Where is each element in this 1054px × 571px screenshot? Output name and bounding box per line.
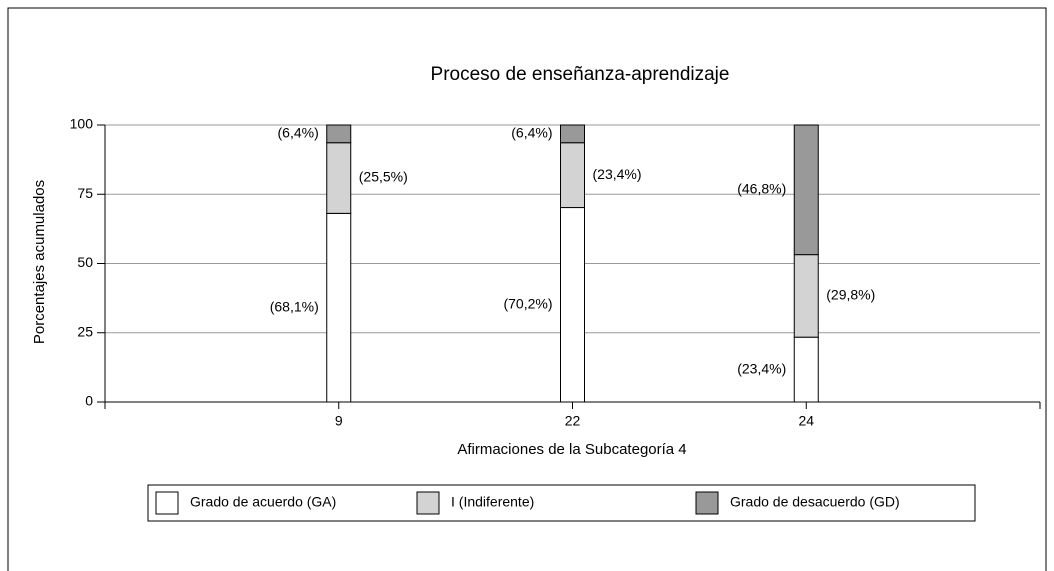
legend-swatch — [695, 491, 719, 515]
chart-title: Proceso de enseñanza-aprendizaje — [431, 64, 730, 85]
y-tick-label: 50 — [77, 254, 93, 270]
legend-swatch — [155, 491, 179, 515]
bar-segment — [326, 142, 352, 214]
bar-segment — [326, 124, 352, 144]
legend-label: I (Indiferente) — [451, 494, 534, 510]
x-tick-label: 22 — [565, 413, 581, 429]
value-label: (46,8%) — [737, 181, 786, 197]
bar-segment — [793, 336, 819, 403]
x-tick-label: 24 — [798, 413, 814, 429]
y-tick-label: 0 — [85, 393, 93, 409]
bar-segment — [793, 254, 819, 338]
bar-segment — [560, 207, 585, 403]
legend-label: Grado de desacuerdo (GD) — [730, 494, 900, 510]
value-label: (68,1%) — [270, 298, 319, 314]
value-label: (23,4%) — [737, 360, 786, 376]
x-tick-label: 9 — [335, 413, 343, 429]
bar-segment — [560, 142, 585, 209]
y-axis-label: Porcentajes acumulados — [31, 180, 48, 344]
legend-label: Grado de acuerdo (GA) — [190, 494, 336, 510]
y-tick-label: 75 — [77, 185, 93, 201]
bar-segment — [326, 212, 352, 403]
value-label: (6,4%) — [278, 125, 319, 141]
value-label: (70,2%) — [503, 295, 552, 311]
value-label: (29,8%) — [826, 287, 875, 303]
y-tick-label: 25 — [77, 323, 93, 339]
bar-segment — [560, 124, 585, 144]
legend-swatch — [416, 491, 440, 515]
x-axis-label: Afirmaciones de la Subcategoría 4 — [457, 441, 686, 458]
y-tick-label: 100 — [70, 116, 94, 132]
bar-segment — [793, 124, 819, 256]
frame — [7, 7, 1047, 571]
legend — [147, 484, 976, 522]
value-label: (23,4%) — [593, 166, 642, 182]
value-label: (6,4%) — [511, 125, 552, 141]
value-label: (25,5%) — [359, 169, 408, 185]
